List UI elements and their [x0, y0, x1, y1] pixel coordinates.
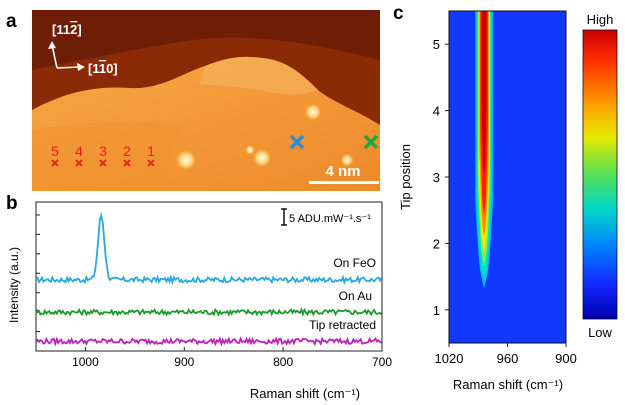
position-marker: [51, 159, 59, 167]
heatmap-x-ticks: 1020 960 900: [435, 343, 577, 366]
heatmap-peak-band: [481, 11, 487, 177]
series-line: [35, 307, 383, 317]
y-tick-label: 5: [433, 37, 440, 52]
colorbar-high-label: High: [587, 12, 614, 27]
adsorbate-bump: [245, 145, 255, 155]
x-tick-label: 1000: [72, 355, 99, 369]
scale-bar: [309, 181, 379, 184]
stm-image: [32, 10, 380, 191]
position-marker: [99, 159, 107, 167]
colorbar-low-label: Low: [588, 325, 612, 340]
x-tick-label: 1020: [435, 351, 464, 366]
spectra-y-label: Intensity (a.u.): [7, 247, 21, 323]
position-number: 4: [75, 143, 83, 159]
x-tick-label: 960: [497, 351, 519, 366]
colorbar: [582, 29, 618, 320]
x-tick-label: 900: [555, 351, 577, 366]
tip-positions: 5 4 3 2 1: [51, 143, 155, 167]
heatmap-background: [449, 11, 566, 343]
x-tick-label: 900: [174, 355, 194, 369]
panel-label-b: b: [6, 193, 18, 214]
direction-label-1: [112]: [52, 22, 82, 37]
legend-au: On Au: [339, 289, 372, 303]
heatmap: [449, 11, 566, 343]
y-tick-label: 2: [433, 236, 440, 251]
adsorbate-bump: [304, 103, 322, 121]
direction-label-2: [110]: [88, 61, 118, 76]
position-number: 1: [147, 143, 155, 159]
x-tick-label: 700: [372, 355, 392, 369]
x-tick-label: 800: [273, 355, 293, 369]
heatmap-x-label: Raman shift (cm⁻¹): [453, 377, 563, 392]
panel-label-a: a: [6, 11, 17, 32]
legend-feo: On FeO: [333, 256, 376, 270]
intensity-scale-bar: 5 ADU.mW⁻¹.s⁻¹: [281, 208, 371, 226]
spectra-y-ticks: [36, 214, 40, 333]
y-tick-label: 3: [433, 170, 440, 185]
position-number: 3: [99, 143, 107, 159]
position-marker: [75, 159, 83, 167]
position-marker: [147, 159, 155, 167]
position-marker: [123, 159, 131, 167]
spectra-lines: [35, 211, 383, 347]
heatmap-y-ticks: 1 2 3 4 5: [433, 37, 449, 318]
y-tick-label: 1: [433, 303, 440, 318]
y-tick-label: 4: [433, 104, 440, 119]
legend-retracted: Tip retracted: [309, 318, 376, 332]
adsorbate-bump: [252, 148, 272, 168]
spectra-x-ticks: 1000 900 800 700: [72, 347, 392, 369]
adsorbate-bump: [340, 153, 354, 167]
position-number: 5: [51, 143, 59, 159]
panel-label-c: c: [393, 3, 404, 24]
feo-spot-marker: [289, 134, 305, 150]
direction-arrows: [112] [110]: [48, 22, 118, 76]
intensity-scale-label: 5 ADU.mW⁻¹.s⁻¹: [289, 213, 371, 225]
spectra-x-label: Raman shift (cm⁻¹): [250, 386, 360, 401]
spectra-frame: [35, 201, 383, 352]
scale-bar-label: 4 nm: [325, 163, 360, 180]
position-number: 2: [123, 143, 131, 159]
au-spot-marker: [363, 134, 379, 150]
heatmap-y-label: Tip position: [398, 144, 413, 210]
adsorbate-bump: [175, 149, 197, 171]
series-line: [35, 211, 383, 286]
series-line: [35, 336, 382, 347]
